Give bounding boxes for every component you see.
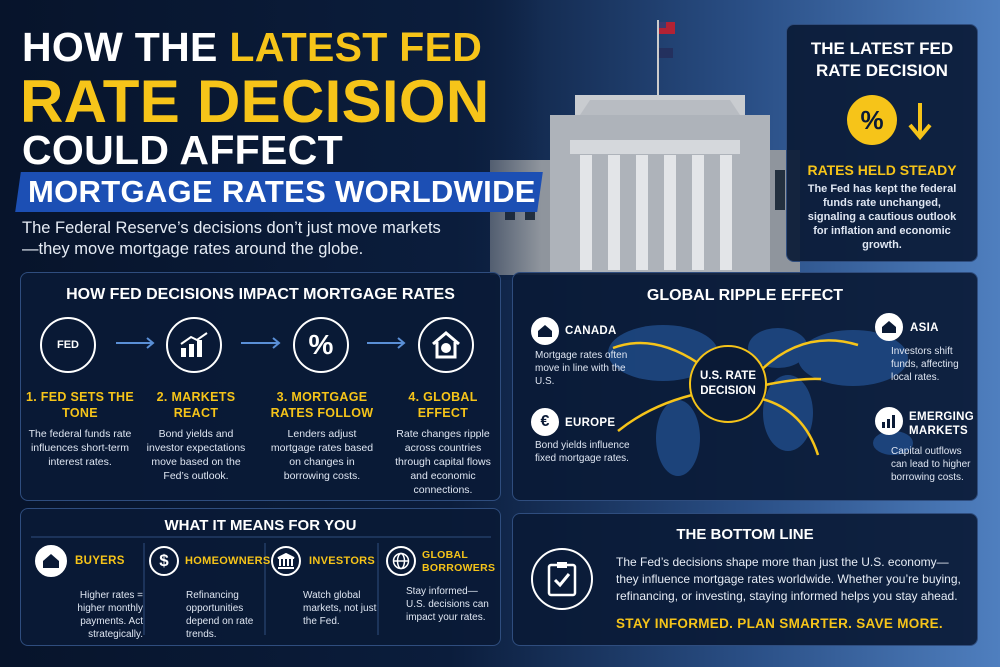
- house-icon: [432, 331, 460, 359]
- group-text: Higher rates = higher monthly payments. …: [77, 590, 143, 640]
- group-name: INVESTORS: [309, 555, 376, 567]
- chart-icon: [180, 332, 208, 357]
- panel-title: HOW FED DECISIONS IMPACT MORTGAGE RATES: [66, 286, 455, 303]
- step-text: The federal funds rate influences short-…: [28, 428, 132, 468]
- step-title: 4. GLOBAL EFFECT: [408, 390, 478, 420]
- impact-panel: HOW FED DECISIONS IMPACT MORTGAGE RATES …: [20, 272, 501, 501]
- step-icon: %: [293, 317, 349, 373]
- step-title: 2. MARKETS REACT: [156, 390, 236, 420]
- region-text: Mortgage rates often move in line with t…: [535, 350, 628, 387]
- globe-icon: [392, 552, 410, 570]
- group-name: GLOBAL BORROWERS: [422, 549, 496, 574]
- step-text: Rate changes ripple across countries thr…: [395, 428, 491, 496]
- step-text: Bond yields and investor expectations mo…: [146, 428, 246, 482]
- region-text: Bond yields influence fixed mortgage rat…: [535, 440, 630, 464]
- step-title: 1. FED SETS THE TONE: [26, 390, 134, 420]
- down-arrow: [908, 103, 932, 141]
- title-line: HOW THE LATEST FED: [22, 24, 482, 70]
- card-title: THE LATEST FED RATE DECISION: [810, 39, 954, 80]
- panel-title: GLOBAL RIPPLE EFFECT: [646, 287, 844, 304]
- house-icon: [538, 325, 552, 337]
- group-icon: [35, 545, 67, 577]
- region-icon: [875, 407, 903, 435]
- banner-text: MORTGAGE RATES WORLDWIDE: [28, 174, 536, 209]
- call-to-action: STAY INFORMED. PLAN SMARTER. SAVE MORE.: [616, 616, 943, 631]
- icon-label: FED: [57, 339, 79, 351]
- step: 2. MARKETS REACT Bond yields and investor…: [141, 389, 251, 483]
- title-text: HOW THE: [22, 24, 218, 70]
- title-highlight: RATE DECISION: [20, 68, 490, 135]
- card-text: The Fed has kept the federal funds rate …: [807, 183, 957, 251]
- step-arrows: [116, 337, 406, 349]
- region-text: Capital outflows can lead to higher borr…: [891, 446, 971, 483]
- region-icon: [875, 313, 903, 341]
- icon-label: $: [159, 551, 169, 570]
- step-icon: [166, 317, 222, 373]
- bottom-line-panel: THE BOTTOM LINE The Fed’s decisions shap…: [512, 513, 978, 646]
- subtitle: The Federal Reserve’s decisions don’t ju…: [22, 219, 441, 258]
- step-icon: FED: [40, 317, 96, 373]
- group-icon: $: [149, 546, 179, 576]
- icon-label: €: [540, 413, 550, 430]
- step-title: 3. MORTGAGE RATES FOLLOW: [270, 390, 374, 420]
- title-highlight: LATEST FED: [229, 24, 483, 70]
- group-name: BUYERS: [75, 555, 125, 567]
- latest-decision-card: THE LATEST FED RATE DECISION % RATES HEL…: [786, 24, 978, 262]
- group-text: Stay informed—U.S. decisions can impact …: [406, 586, 489, 623]
- banner: MORTGAGE RATES WORLDWIDE: [15, 172, 543, 212]
- step-icon: [418, 317, 474, 373]
- group-icon: [271, 546, 301, 576]
- title-text: COULD AFFECT: [22, 127, 343, 173]
- dividers: [31, 536, 491, 635]
- for-you-panel: WHAT IT MEANS FOR YOU BUYERS Higher rate…: [20, 508, 501, 646]
- step: 1. FED SETS THE TONE The federal funds ra…: [25, 389, 135, 469]
- region-icon: €: [531, 408, 559, 436]
- region-name: EUROPE: [565, 417, 616, 429]
- region-name: CANADA: [565, 325, 617, 337]
- bottom-text: The Fed’s decisions shape more than just…: [616, 555, 961, 603]
- status: RATES HELD STEADY: [807, 162, 957, 178]
- panel-title: WHAT IT MEANS FOR YOU: [164, 517, 357, 534]
- step: 3. MORTGAGE RATES FOLLOW Lenders adjust m…: [266, 389, 378, 483]
- clipboard: [547, 562, 577, 597]
- icon-label: %: [308, 329, 334, 360]
- region-name: ASIA: [910, 322, 939, 334]
- step-text: Lenders adjust mortgage rates based on c…: [270, 428, 374, 482]
- group-icon: [386, 546, 416, 576]
- house-icon: [882, 321, 896, 333]
- clipboard-icon: [531, 548, 593, 610]
- ripple-panel: GLOBAL RIPPLE EFFECT U.S. RATE DECISION …: [512, 272, 978, 501]
- percent-icon: %: [847, 95, 897, 145]
- building-image: [430, 0, 800, 280]
- step: 4. GLOBAL EFFECT Rate changes ripple acro…: [389, 389, 497, 497]
- group-text: Watch global markets, not just the Fed.: [303, 590, 377, 627]
- center-label: U.S. RATE DECISION: [699, 370, 756, 397]
- region-text: Investors shift funds, affecting local r…: [891, 346, 959, 383]
- panel-title: THE BOTTOM LINE: [676, 526, 814, 543]
- chart-icon: [882, 415, 895, 428]
- group-text: Refinancing opportunities depend on rate…: [186, 590, 254, 640]
- world-map: [608, 325, 913, 476]
- group-name: HOMEOWNERS: [185, 555, 271, 567]
- house-icon: [43, 554, 59, 568]
- region-icon: [531, 317, 559, 345]
- bank-icon: [277, 553, 295, 569]
- region-name: EMERGING MARKETS: [909, 411, 975, 437]
